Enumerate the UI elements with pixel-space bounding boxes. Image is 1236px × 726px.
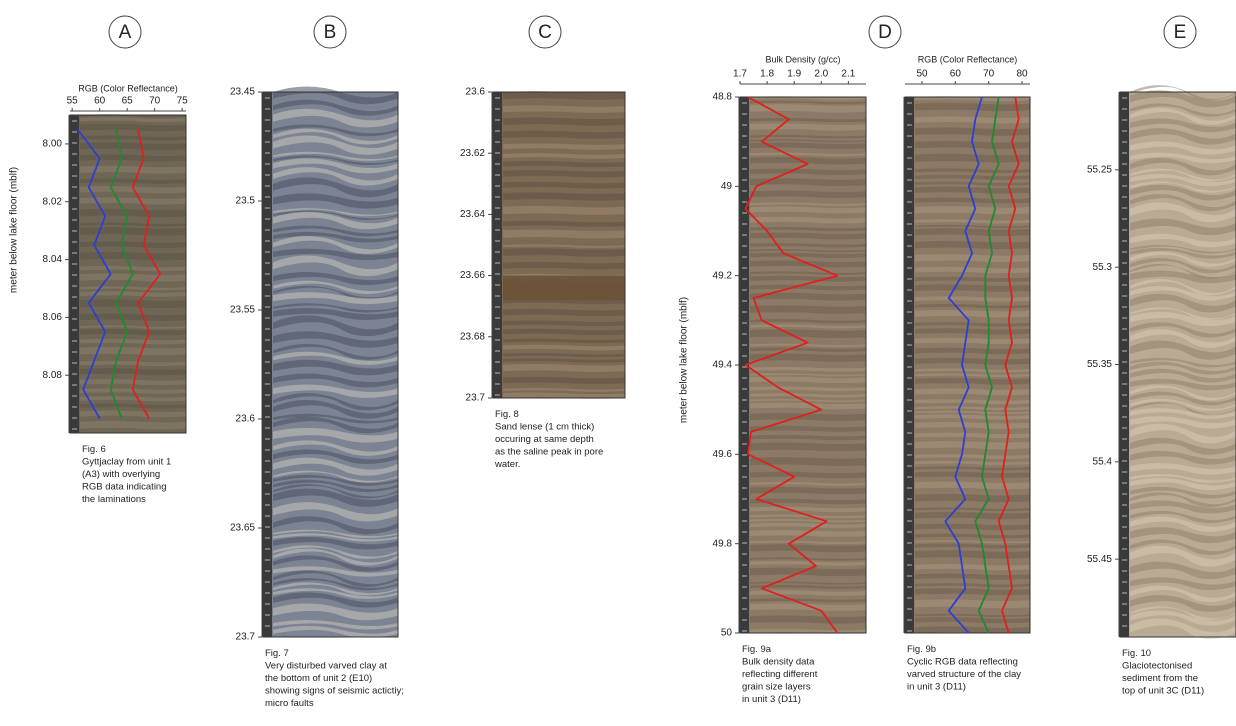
y-tick-label: 8.02 xyxy=(43,196,63,207)
y-tick-label: 55.4 xyxy=(1093,456,1113,467)
y-tick-label: 23.68 xyxy=(460,331,485,342)
y-tick-label: 50 xyxy=(721,628,733,639)
caption-line: Fig. 7 xyxy=(265,648,289,659)
x-tick-label: 50 xyxy=(916,69,928,80)
caption-line: grain size layers xyxy=(742,682,811,693)
y-tick-label: 55.3 xyxy=(1093,262,1113,273)
ruler xyxy=(493,92,502,398)
y-tick-label: 23.64 xyxy=(460,209,485,220)
panel-letter: B xyxy=(324,22,337,43)
core-image xyxy=(905,96,1030,633)
y-tick-label: 23.6 xyxy=(236,414,256,425)
caption-line: reflecting different xyxy=(742,669,818,680)
y-tick-label: 23.55 xyxy=(230,305,255,316)
y-tick-label: 23.7 xyxy=(466,393,486,404)
y-tick-label: 23.5 xyxy=(236,196,256,207)
caption-line: Gyttjaclay from unit 1 xyxy=(82,457,171,468)
x-tick-label: 55 xyxy=(67,96,79,107)
panel-letter: C xyxy=(538,22,552,43)
x-tick-label: 75 xyxy=(177,96,189,107)
y-tick-label: 23.62 xyxy=(460,148,485,159)
core-background xyxy=(740,97,866,633)
y-tick-label: 49.2 xyxy=(713,270,733,281)
caption-line: RGB data indicating xyxy=(82,482,167,493)
caption-line: sediment from the xyxy=(1122,673,1198,684)
ruler xyxy=(905,97,914,633)
x-axis-title: Bulk Density (g/cc) xyxy=(765,54,840,64)
x-tick-label: 1.9 xyxy=(787,69,801,80)
caption-line: Glaciotectonised xyxy=(1122,661,1192,672)
y-axis-label: meter below lake floor (mblf) xyxy=(679,297,690,423)
y-tick-label: 55.45 xyxy=(1087,554,1112,565)
ruler xyxy=(1120,92,1129,637)
caption-line: Fig. 8 xyxy=(495,409,519,420)
core-image xyxy=(263,86,398,637)
panel-letter: A xyxy=(119,22,132,43)
sand-lense xyxy=(503,276,625,300)
y-tick-label: 49.6 xyxy=(713,449,733,460)
caption-line: varved structure of the clay xyxy=(907,669,1021,680)
caption-line: micro faults xyxy=(265,698,314,709)
panel-letter: E xyxy=(1174,22,1187,43)
y-tick-label: 48.8 xyxy=(713,92,733,103)
y-tick-label: 23.45 xyxy=(230,87,255,98)
caption-line: in unit 3 (D11) xyxy=(907,682,966,693)
y-tick-label: 23.65 xyxy=(230,523,255,534)
y-tick-label: 23.66 xyxy=(460,270,485,281)
x-tick-label: 65 xyxy=(122,96,134,107)
caption-line: in unit 3 (D11) xyxy=(742,694,801,705)
caption-line: as the saline peak in pore xyxy=(495,447,603,458)
x-tick-label: 2.0 xyxy=(814,69,828,80)
caption-line: (A3) with overlying xyxy=(82,469,160,480)
y-tick-label: 23.7 xyxy=(236,632,256,643)
x-tick-label: 2.1 xyxy=(841,69,855,80)
caption-line: water. xyxy=(494,459,520,470)
figure: A B C D Emeter below lake floor (mblf) meter … xyxy=(0,0,1236,726)
core-image xyxy=(1120,85,1236,639)
x-tick-label: 1.7 xyxy=(733,69,747,80)
caption-line: Fig. 9b xyxy=(907,644,936,655)
caption-line: Cyclic RGB data reflecting xyxy=(907,657,1018,668)
y-axis-label: meter below lake floor (mblf) xyxy=(9,167,20,293)
y-tick-label: 8.04 xyxy=(43,254,63,265)
y-tick-label: 23.6 xyxy=(466,87,486,98)
y-tick-label: 8.08 xyxy=(43,370,63,381)
y-tick-label: 49 xyxy=(721,181,733,192)
x-tick-label: 70 xyxy=(149,96,161,107)
caption-line: occuring at same depth xyxy=(495,434,594,445)
core-image xyxy=(493,91,625,399)
y-tick-label: 8.06 xyxy=(43,312,63,323)
ruler xyxy=(263,92,272,637)
x-tick-label: 60 xyxy=(950,69,962,80)
caption-line: the bottom of unit 2 (E10) xyxy=(265,673,372,684)
caption-line: the laminations xyxy=(82,494,146,505)
core-image xyxy=(70,114,186,433)
core-image xyxy=(740,96,866,633)
x-axis-title: RGB (Color Reflectance) xyxy=(78,83,178,93)
x-tick-label: 60 xyxy=(94,96,106,107)
panel-letter: D xyxy=(878,22,892,43)
x-tick-label: 80 xyxy=(1016,69,1028,80)
caption-line: showing signs of seismic actictiy; xyxy=(265,686,404,697)
x-tick-label: 70 xyxy=(983,69,995,80)
caption-line: Very disturbed varved clay at xyxy=(265,661,387,672)
caption-line: Fig. 6 xyxy=(82,444,106,455)
y-tick-label: 49.4 xyxy=(713,360,733,371)
caption-line: Bulk density data xyxy=(742,657,815,668)
y-tick-label: 8.00 xyxy=(43,139,63,150)
caption-line: Fig. 9a xyxy=(742,644,772,655)
y-tick-label: 55.35 xyxy=(1087,359,1112,370)
caption-line: Sand lense (1 cm thick) xyxy=(495,422,594,433)
y-tick-label: 49.8 xyxy=(713,538,733,549)
x-tick-label: 1.8 xyxy=(760,69,774,80)
y-tick-label: 55.25 xyxy=(1087,164,1112,175)
caption-line: top of unit 3C (D11) xyxy=(1122,686,1204,697)
x-axis-title: RGB (Color Reflectance) xyxy=(918,54,1018,64)
caption-line: Fig. 10 xyxy=(1122,648,1151,659)
